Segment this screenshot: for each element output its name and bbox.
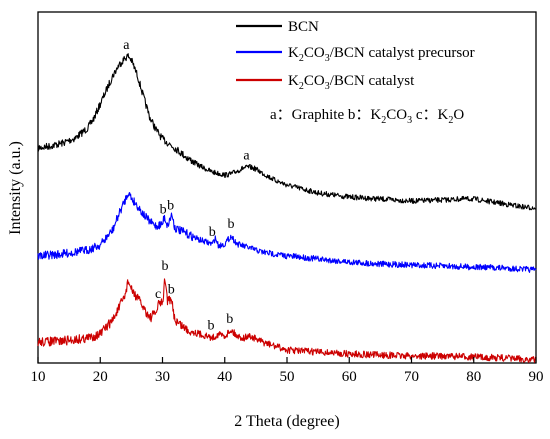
legend-precursor-tail: /BCN catalyst precursor	[330, 45, 475, 61]
peak-label-b: b	[160, 202, 167, 217]
y-axis-label: Intensity (a.u.)	[7, 141, 24, 235]
x-tick-label: 20	[93, 369, 108, 385]
peak-label-a: a	[123, 38, 130, 53]
legend-catalyst-k: K	[288, 73, 299, 89]
x-tick-label: 90	[529, 369, 544, 385]
x-tick-label: 60	[342, 369, 357, 385]
peak-label-b: b	[226, 312, 233, 327]
legend-label-bcn: BCN	[288, 19, 319, 35]
peak-label-b: b	[208, 319, 215, 334]
note-sub-1: 2	[381, 115, 386, 126]
peak-label-b: b	[161, 259, 168, 274]
series-line-1	[37, 192, 537, 273]
legend: BCN K2CO3/BCN catalyst precursor K2CO3/B…	[236, 19, 475, 92]
peak-label-b: b	[168, 283, 175, 298]
note-sub-2: 3	[407, 115, 412, 126]
x-axis-ticks: 10 20 30 40 50 60 70 80 90	[31, 357, 544, 385]
peak-label-a: a	[243, 149, 250, 164]
legend-precursor-co: CO	[304, 45, 325, 61]
x-tick-label: 30	[155, 369, 170, 385]
note-sub-3: 2	[448, 115, 453, 126]
series-line-2	[37, 278, 537, 363]
legend-catalyst-sub2: 3	[325, 81, 330, 92]
peak-assignment-note: a：Graphite b：K2CO3 c：K2O	[270, 107, 464, 126]
note-part-4: O	[453, 107, 464, 123]
note-part-2: CO	[386, 107, 407, 123]
x-tick-label: 10	[31, 369, 46, 385]
legend-precursor-sub1: 2	[299, 53, 304, 64]
legend-label-precursor: K2CO3/BCN catalyst precursor	[288, 45, 475, 64]
x-axis-label: 2 Theta (degree)	[234, 413, 339, 430]
legend-label-catalyst: K2CO3/BCN catalyst	[288, 73, 415, 92]
x-tick-label: 70	[404, 369, 419, 385]
legend-catalyst-tail: /BCN catalyst	[330, 73, 415, 89]
plot-frame	[37, 11, 537, 364]
peak-label-b: b	[227, 217, 234, 232]
x-tick-label: 80	[466, 369, 481, 385]
note-part-3: c：K	[412, 107, 448, 123]
peak-label-c: c	[155, 287, 161, 302]
peak-label-b: b	[209, 225, 216, 240]
legend-precursor-sub2: 3	[325, 53, 330, 64]
series-layer	[37, 53, 537, 363]
x-tick-label: 50	[280, 369, 295, 385]
legend-precursor-k: K	[288, 45, 299, 61]
legend-label-bcn-text: BCN	[288, 19, 319, 35]
series-line-0	[37, 53, 537, 211]
x-tick-label: 40	[217, 369, 232, 385]
peak-label-b: b	[167, 198, 174, 213]
note-part-1: a：Graphite b：K	[270, 107, 381, 123]
legend-catalyst-sub1: 2	[299, 81, 304, 92]
legend-catalyst-co: CO	[304, 73, 325, 89]
